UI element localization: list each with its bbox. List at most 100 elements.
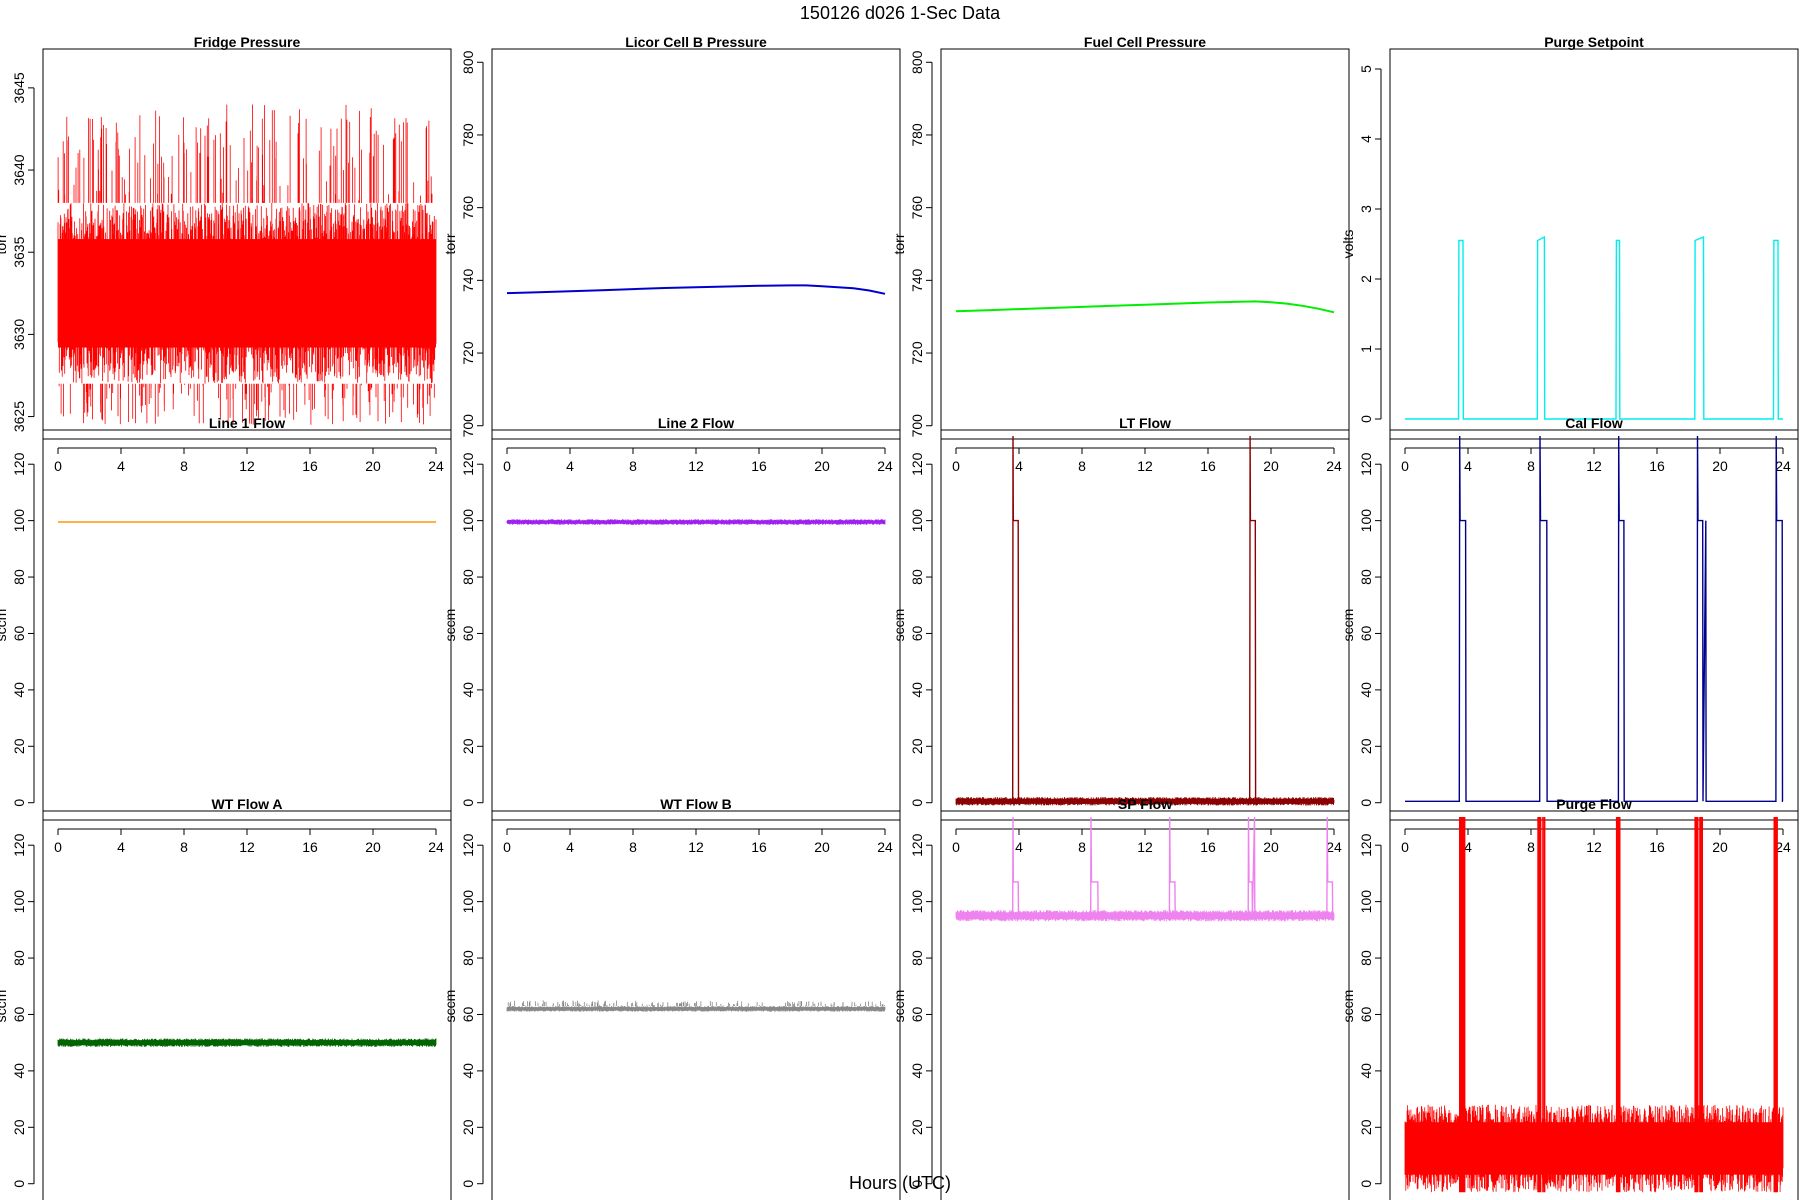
x-tick-label: 0: [54, 839, 62, 855]
x-tick-label: 24: [428, 458, 444, 474]
x-tick-label: 20: [814, 839, 830, 855]
x-tick-label: 8: [1527, 839, 1535, 855]
y-tick-label: 20: [1358, 1119, 1374, 1135]
x-tick-label: 24: [877, 458, 893, 474]
plot-frame: [491, 48, 901, 440]
x-tick-label: 12: [1137, 458, 1153, 474]
x-tick-label: 4: [1015, 839, 1023, 855]
plot-frame: [1389, 810, 1799, 1200]
panel-3: Fuel Cell Pressure 0 4 8 12 16 20 24 700 720 740 76…: [891, 34, 1350, 474]
y-tick-label: 780: [460, 123, 476, 147]
x-tick-label: 16: [1200, 839, 1216, 855]
y-tick-label: 20: [460, 738, 476, 754]
x-tick-label: 4: [1464, 839, 1472, 855]
plot-frame: [42, 429, 452, 821]
y-axis-label: torr: [442, 233, 458, 254]
y-tick-label: 40: [11, 1063, 27, 1079]
panel-title: Licor Cell B Pressure: [625, 34, 767, 50]
data-layer: [955, 816, 1335, 922]
y-axis-label: torr: [891, 233, 907, 254]
y-axis-label: sccm: [1340, 609, 1356, 642]
y-tick-label: 40: [460, 682, 476, 698]
x-tick-label: 0: [503, 458, 511, 474]
y-tick-label: 100: [1358, 890, 1374, 914]
x-tick-label: 4: [117, 458, 125, 474]
x-tick-label: 24: [1775, 458, 1791, 474]
y-tick-label: 780: [909, 123, 925, 147]
y-tick-label: 0: [1358, 415, 1374, 423]
x-tick-label: 0: [1401, 839, 1409, 855]
panel-title: Fuel Cell Pressure: [1084, 34, 1206, 50]
series-band-core: [58, 239, 436, 348]
y-tick-label: 100: [909, 509, 925, 533]
x-tick-label: 4: [566, 839, 574, 855]
x-tick-label: 20: [1263, 839, 1279, 855]
y-tick-label: 4: [1358, 135, 1374, 143]
y-tick-label: 800: [460, 50, 476, 74]
data-layer: [1405, 235, 1783, 420]
panel-2: Licor Cell B Pressure 0 4 8 12 16 20 24 700 720 74…: [442, 34, 901, 474]
y-tick-label: 80: [909, 950, 925, 966]
y-tick-label: 0: [11, 1180, 27, 1188]
y-tick-label: 40: [11, 682, 27, 698]
panel-10: WT Flow B 0 4 8 12 16 20 24 0 20 40 60 80 100 120 sccm: [442, 796, 901, 1200]
x-tick-label: 12: [1137, 839, 1153, 855]
y-tick-label: 0: [460, 799, 476, 807]
x-tick-label: 16: [751, 839, 767, 855]
y-axis-label: sccm: [0, 990, 9, 1023]
data-layer: [506, 1000, 886, 1012]
x-tick-label: 16: [751, 458, 767, 474]
y-tick-label: 60: [460, 1006, 476, 1022]
x-tick-label: 12: [1586, 458, 1602, 474]
x-tick-label: 12: [1586, 839, 1602, 855]
x-tick-label: 24: [877, 839, 893, 855]
panel-title: WT Flow B: [660, 796, 732, 812]
x-tick-label: 8: [629, 458, 637, 474]
y-tick-label: 80: [11, 569, 27, 585]
x-tick-label: 0: [503, 839, 511, 855]
y-tick-label: 60: [11, 1006, 27, 1022]
panel-title: Line 1 Flow: [209, 415, 285, 431]
series-spikes-high: [57, 104, 433, 203]
plot-frame: [940, 810, 1350, 1200]
y-axis-label: sccm: [442, 609, 458, 642]
panel-title: Cal Flow: [1565, 415, 1623, 431]
plot-frame: [491, 429, 901, 821]
series-band-core: [1405, 1122, 1783, 1175]
plot-frame: [940, 48, 1350, 440]
y-tick-label: 100: [1358, 509, 1374, 533]
y-tick-label: 120: [460, 452, 476, 476]
y-tick-label: 0: [909, 799, 925, 807]
x-tick-label: 0: [952, 458, 960, 474]
data-layer: [955, 435, 1335, 806]
panel-12: Purge Flow 0 4 8 12 16 20 24 0 20 40 60 80 100 120 sccm: [1340, 796, 1799, 1200]
x-tick-label: 0: [1401, 458, 1409, 474]
y-tick-label: 120: [11, 833, 27, 857]
y-tick-label: 700: [460, 414, 476, 438]
data-layer: [955, 300, 1335, 314]
y-tick-label: 100: [460, 890, 476, 914]
y-tick-label: 0: [460, 1180, 476, 1188]
y-tick-label: 40: [1358, 682, 1374, 698]
x-tick-label: 0: [952, 839, 960, 855]
y-tick-label: 80: [1358, 950, 1374, 966]
x-tick-label: 16: [1649, 458, 1665, 474]
x-tick-label: 24: [1775, 839, 1791, 855]
y-tick-label: 60: [1358, 1006, 1374, 1022]
y-axis-label: torr: [0, 233, 9, 254]
x-tick-label: 16: [302, 458, 318, 474]
x-tick-label: 8: [629, 839, 637, 855]
y-tick-label: 3635: [11, 236, 27, 267]
panel-title: Fridge Pressure: [194, 34, 301, 50]
purge-spike: [1615, 817, 1621, 1193]
y-tick-label: 60: [11, 625, 27, 641]
purge-spike: [1537, 817, 1546, 1193]
y-tick-label: 20: [909, 1119, 925, 1135]
x-tick-label: 8: [180, 458, 188, 474]
y-tick-label: 0: [909, 1180, 925, 1188]
series-line: [506, 284, 886, 295]
x-tick-label: 0: [54, 458, 62, 474]
plot-frame: [491, 810, 901, 1200]
y-tick-label: 100: [11, 509, 27, 533]
